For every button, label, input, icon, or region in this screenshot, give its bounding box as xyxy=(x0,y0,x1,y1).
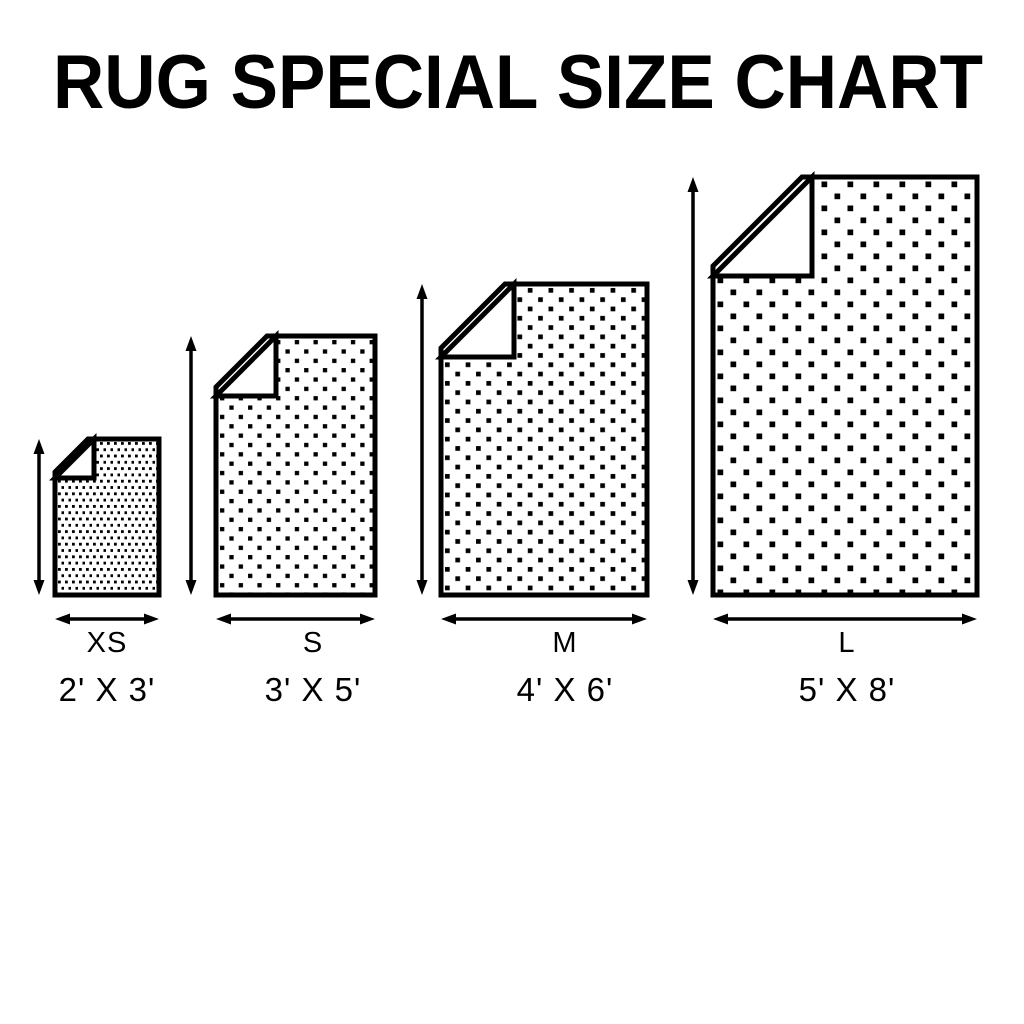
rug-xs-border xyxy=(52,436,162,598)
rug-l-border xyxy=(710,174,980,598)
rug-m-fold-corner xyxy=(434,277,517,360)
rug-m-pattern xyxy=(441,284,647,595)
width-arrow-l xyxy=(713,613,977,625)
dimensions-label-xs: 2' X 3' xyxy=(59,671,156,708)
size-label-l: L xyxy=(838,627,855,659)
width-arrow-m xyxy=(441,613,647,625)
rug-l-pattern xyxy=(713,177,977,595)
page-title: RUG SPECIAL SIZE CHART xyxy=(53,40,983,125)
rug-s-border xyxy=(213,333,378,598)
rug-m-border xyxy=(438,281,650,598)
rug-group-s: S 3' X 5' xyxy=(185,329,378,708)
height-arrow-m xyxy=(416,284,428,595)
height-arrow-s xyxy=(185,336,197,595)
rug-s-pattern xyxy=(216,336,375,595)
rug-group-xs: XS 2' X 3' xyxy=(33,432,162,708)
size-label-xs: XS xyxy=(87,627,128,659)
dimensions-label-m: 4' X 6' xyxy=(517,671,614,708)
rug-l-fold-corner xyxy=(706,170,815,279)
size-label-s: S xyxy=(303,627,323,659)
rug-group-m: M 4' X 6' xyxy=(416,277,650,708)
dimensions-label-l: 5' X 8' xyxy=(799,671,896,708)
height-arrow-l xyxy=(687,177,699,595)
rug-group-l: L 5' X 8' xyxy=(687,170,980,708)
dimensions-label-s: 3' X 5' xyxy=(265,671,362,708)
width-arrow-s xyxy=(216,613,375,625)
rug-s-fold-corner xyxy=(209,329,279,399)
height-arrow-xs xyxy=(33,439,45,595)
width-arrow-xs xyxy=(55,613,159,625)
rug-xs-fold-corner xyxy=(48,432,97,481)
size-label-m: M xyxy=(552,627,577,659)
